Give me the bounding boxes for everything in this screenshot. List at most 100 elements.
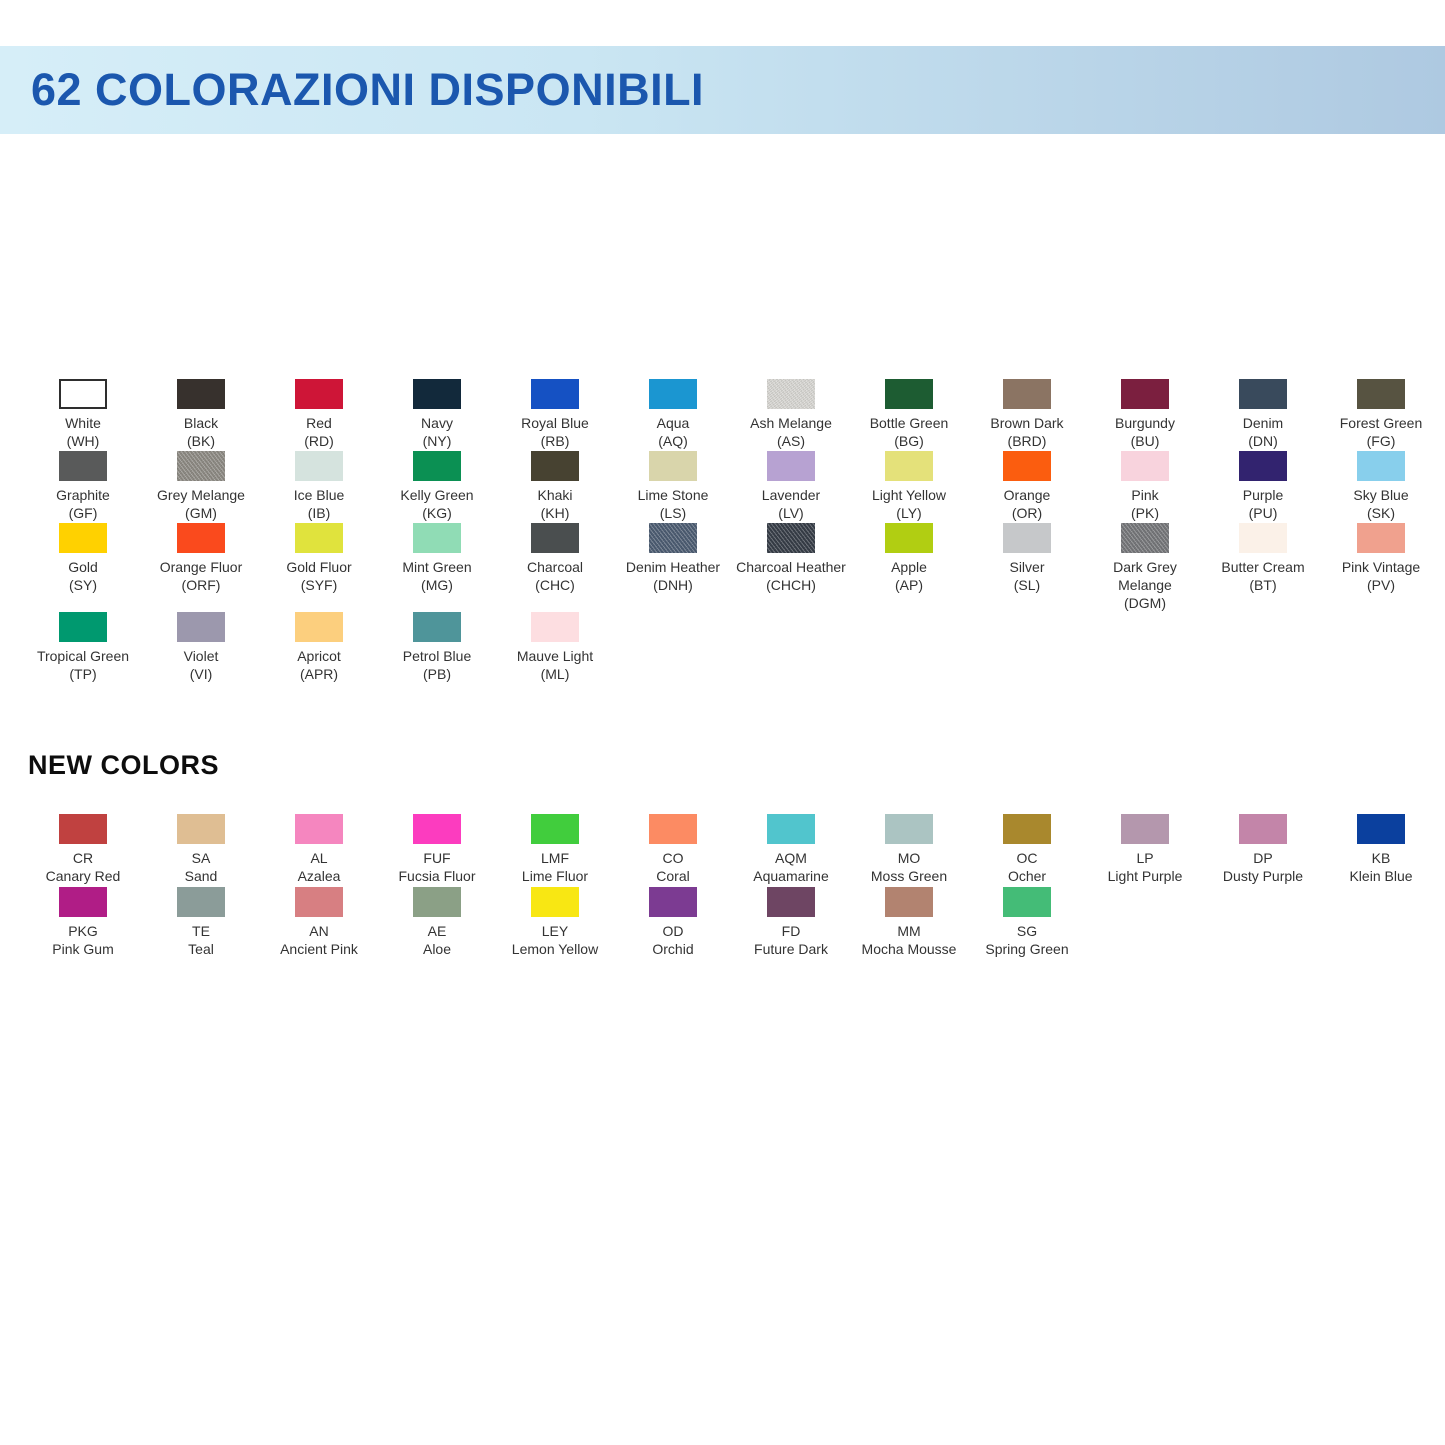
color-item-apr: Apricot (APR)	[260, 612, 378, 683]
color-item-or: Orange (OR)	[968, 451, 1086, 522]
color-code: TE	[192, 923, 210, 939]
color-item-bu: Burgundy (BU)	[1086, 379, 1204, 450]
color-item-te: TE Teal	[142, 887, 260, 958]
color-code: LMF	[541, 850, 569, 866]
color-code: AE	[427, 923, 447, 939]
color-name: Orange Fluor	[159, 559, 243, 575]
color-item-ley: LEY Lemon Yellow	[496, 887, 614, 958]
color-name: Charcoal Heather	[736, 559, 846, 575]
color-name: Mauve Light	[516, 648, 594, 664]
color-swatch	[767, 451, 815, 481]
color-code: SA	[191, 850, 211, 866]
color-name: Forest Green	[1339, 415, 1423, 431]
color-code: (ML)	[540, 666, 570, 682]
color-item-bk: Black (BK)	[142, 379, 260, 450]
color-name: Khaki	[537, 487, 573, 503]
color-code: AQM	[775, 850, 807, 866]
color-name: Ocher	[1007, 868, 1047, 884]
color-code: (SL)	[1013, 577, 1041, 593]
color-code: (CHCH)	[766, 577, 816, 593]
color-name: Ash Melange	[750, 415, 832, 431]
main-palette-row-3: Gold (SY) Orange Fluor (ORF) Gold Fluor (SYF)…	[24, 523, 1440, 612]
color-code: (PU)	[1248, 505, 1278, 521]
page-title: 62 COLORAZIONI DISPONIBILI	[31, 64, 705, 115]
color-swatch	[295, 814, 343, 844]
color-swatch	[177, 523, 225, 553]
color-swatch	[767, 379, 815, 409]
color-item-chc: Charcoal (CHC)	[496, 523, 614, 612]
color-code: (CHC)	[535, 577, 575, 593]
color-code: (PV)	[1367, 577, 1395, 593]
color-code: (SK)	[1367, 505, 1395, 521]
color-swatch	[413, 612, 461, 642]
color-item-ae: AE Aloe	[378, 887, 496, 958]
color-item-kb: KB Klein Blue	[1322, 814, 1440, 885]
color-swatch	[413, 887, 461, 917]
color-name: Aqua	[656, 415, 690, 431]
color-name: Dusty Purple	[1222, 868, 1304, 884]
color-swatch	[767, 887, 815, 917]
color-item-cr: CR Canary Red	[24, 814, 142, 885]
color-swatch	[59, 451, 107, 481]
color-name: Lavender	[761, 487, 821, 503]
color-swatch	[1357, 523, 1405, 553]
color-name: White	[65, 415, 101, 431]
color-swatch	[1121, 523, 1169, 553]
color-code: CR	[72, 850, 94, 866]
color-name: Fucsia Fluor	[398, 868, 476, 884]
color-swatch	[1121, 379, 1169, 409]
color-name: Canary Red	[45, 868, 121, 884]
color-swatch	[531, 612, 579, 642]
color-swatch	[767, 814, 815, 844]
color-item-ny: Navy (NY)	[378, 379, 496, 450]
color-swatch	[295, 523, 343, 553]
color-code: (TP)	[69, 666, 97, 682]
color-swatch	[649, 379, 697, 409]
color-item-orf: Orange Fluor (ORF)	[142, 523, 260, 612]
color-item-pb: Petrol Blue (PB)	[378, 612, 496, 683]
color-code: (GM)	[185, 505, 217, 521]
color-swatch	[1121, 451, 1169, 481]
color-swatch	[1239, 523, 1287, 553]
color-item-pk: Pink (PK)	[1086, 451, 1204, 522]
color-code: (BRD)	[1007, 433, 1047, 449]
color-item-al: AL Azalea	[260, 814, 378, 885]
color-swatch	[649, 523, 697, 553]
color-item-chch: Charcoal Heather (CHCH)	[732, 523, 850, 612]
color-name: Pink	[1131, 487, 1159, 503]
color-swatch	[1357, 379, 1405, 409]
color-swatch	[177, 814, 225, 844]
color-code: (RB)	[540, 433, 570, 449]
color-swatch	[649, 451, 697, 481]
color-swatch	[531, 814, 579, 844]
color-item-bg: Bottle Green (BG)	[850, 379, 968, 450]
color-code: (RD)	[304, 433, 334, 449]
color-item-wh: White (WH)	[24, 379, 142, 450]
color-item-ml: Mauve Light (ML)	[496, 612, 614, 683]
color-swatch	[59, 814, 107, 844]
color-name: Ice Blue	[293, 487, 345, 503]
color-name: Brown Dark	[990, 415, 1064, 431]
color-name: Charcoal	[526, 559, 584, 575]
color-code: (DGM)	[1124, 595, 1166, 611]
color-name: Apple	[891, 559, 927, 575]
color-swatch	[177, 887, 225, 917]
color-swatch	[413, 814, 461, 844]
color-swatch	[531, 523, 579, 553]
color-swatch	[295, 451, 343, 481]
color-name: Navy	[421, 415, 453, 431]
color-swatch	[885, 379, 933, 409]
color-code: (OR)	[1011, 505, 1043, 521]
color-code: (KH)	[540, 505, 570, 521]
color-code: OC	[1016, 850, 1038, 866]
color-item-an: AN Ancient Pink	[260, 887, 378, 958]
color-swatch	[177, 451, 225, 481]
color-swatch	[413, 379, 461, 409]
new-colors-row-2: PKG Pink Gum TE Teal AN Ancient Pink AE Aloe LEY…	[24, 887, 1440, 958]
color-item-mm: MM Mocha Mousse	[850, 887, 968, 958]
color-code: (IB)	[307, 505, 331, 521]
color-code: SG	[1016, 923, 1038, 939]
color-swatch	[295, 887, 343, 917]
color-item-bt: Butter Cream (BT)	[1204, 523, 1322, 612]
color-item-od: OD Orchid	[614, 887, 732, 958]
